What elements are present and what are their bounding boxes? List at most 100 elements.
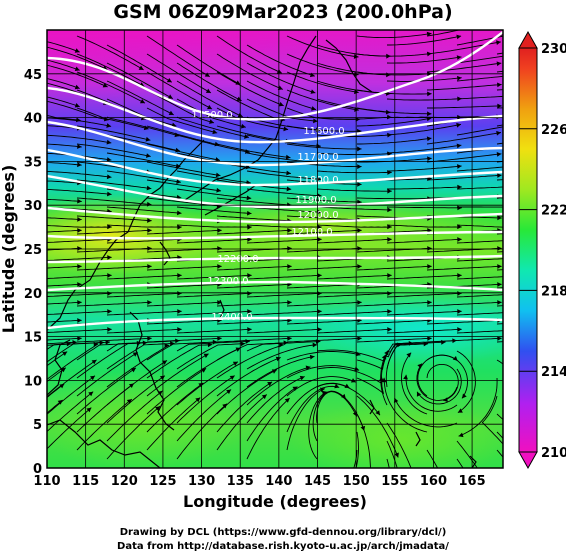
wind-arrowhead <box>508 450 513 455</box>
plot-frame <box>46 29 504 469</box>
streamline <box>216 344 284 379</box>
streamline <box>47 59 80 71</box>
wind-arrowhead <box>355 351 361 357</box>
streamline <box>47 225 112 228</box>
streamline <box>356 413 371 468</box>
x-axis-label: Longitude (degrees) <box>183 492 367 511</box>
wind-arrowhead <box>286 186 292 192</box>
contour-label: 11700.0 <box>297 152 338 163</box>
wind-arrowhead <box>93 341 99 347</box>
wind-arrowhead <box>77 282 82 287</box>
streamline <box>426 132 501 145</box>
wind-arrowhead <box>244 134 249 139</box>
colorbar-tick-label: 218 <box>541 284 566 299</box>
streamline <box>456 276 503 280</box>
wind-arrowhead <box>168 110 174 115</box>
wind-arrowhead <box>59 383 65 389</box>
streamline <box>386 310 462 316</box>
streamline <box>316 328 392 334</box>
streamline <box>426 30 462 37</box>
streamline <box>316 292 392 298</box>
streamline <box>246 292 322 298</box>
temperature-field: 11500.0 11600.0 11700.0 11800.0 11900.0 12000… <box>47 30 513 468</box>
wind-arrowhead <box>317 209 322 215</box>
x-tick-label: 145 <box>304 474 331 489</box>
wind-arrowhead <box>317 309 322 314</box>
streamline <box>216 53 283 90</box>
wind-arrowhead <box>310 89 316 94</box>
streamline <box>176 389 232 442</box>
wind-arrowhead <box>74 102 80 108</box>
streamline <box>47 337 82 341</box>
wind-arrowhead <box>86 407 92 413</box>
streamline <box>386 77 462 82</box>
wind-arrowhead <box>222 403 228 409</box>
streamline <box>246 44 315 77</box>
streamline <box>286 53 359 76</box>
wind-arrowhead <box>427 91 432 97</box>
streamline <box>386 292 462 298</box>
streamline <box>76 107 149 130</box>
contour-label: 11500.0 <box>191 110 232 121</box>
streamline <box>176 292 252 298</box>
streamline <box>387 186 462 190</box>
wind-arrowhead <box>175 338 180 344</box>
streamline <box>386 206 462 209</box>
wind-arrowhead <box>497 264 502 269</box>
streamline <box>47 198 82 202</box>
streamline <box>456 186 503 190</box>
streamline <box>176 361 239 406</box>
streamline <box>176 224 252 228</box>
streamline <box>47 78 80 89</box>
streamline <box>47 274 112 279</box>
streamline <box>286 125 362 132</box>
wind-arrowhead <box>77 264 82 269</box>
wind-arrowhead <box>497 103 502 109</box>
wind-arrowhead <box>147 228 152 233</box>
streamline <box>286 319 362 325</box>
streamline <box>106 390 163 442</box>
wind-arrowhead <box>60 367 66 373</box>
streamline <box>76 125 151 141</box>
streamline <box>386 98 462 101</box>
streamline <box>76 197 152 206</box>
streamline <box>246 80 317 111</box>
wind-arrowhead <box>217 336 222 341</box>
x-tick-label: 160 <box>420 474 447 489</box>
contour-label: 12400.0 <box>211 312 252 323</box>
streamline <box>47 399 63 414</box>
wind-arrowhead <box>247 309 252 314</box>
y-axis-ticks: 0 5 10 15 20 25 30 35 40 45 <box>24 68 42 477</box>
streamline <box>246 386 298 442</box>
streamline <box>456 55 503 64</box>
streamline <box>405 374 458 412</box>
wind-arrowhead <box>167 94 173 99</box>
wind-arrowhead <box>457 75 462 81</box>
streamline <box>286 35 359 58</box>
wind-arrowhead <box>416 391 422 397</box>
streamline <box>246 152 322 164</box>
streamline <box>426 153 502 163</box>
wind-arrowhead <box>427 300 432 305</box>
streamline <box>47 114 81 121</box>
streamline <box>176 170 251 184</box>
streamline <box>146 319 222 325</box>
wind-arrowhead <box>247 327 252 332</box>
streamline <box>76 71 146 104</box>
wind-arrowhead <box>240 123 246 129</box>
streamline <box>456 330 503 334</box>
y-tick-label: 20 <box>24 287 42 302</box>
wind-arrowhead <box>99 340 105 346</box>
y-tick-label: 25 <box>24 243 42 258</box>
wind-arrowhead <box>159 375 165 381</box>
streamline <box>47 351 68 367</box>
streamline <box>426 301 502 307</box>
wind-arrowhead <box>145 153 151 158</box>
wind-arrowhead <box>66 341 72 347</box>
contour-label: 12200.0 <box>217 254 258 265</box>
wind-arrowhead <box>147 264 152 269</box>
wind-arrowhead <box>147 246 152 251</box>
streamline <box>106 206 182 214</box>
streamline <box>216 125 291 143</box>
x-tick-label: 165 <box>459 474 486 489</box>
